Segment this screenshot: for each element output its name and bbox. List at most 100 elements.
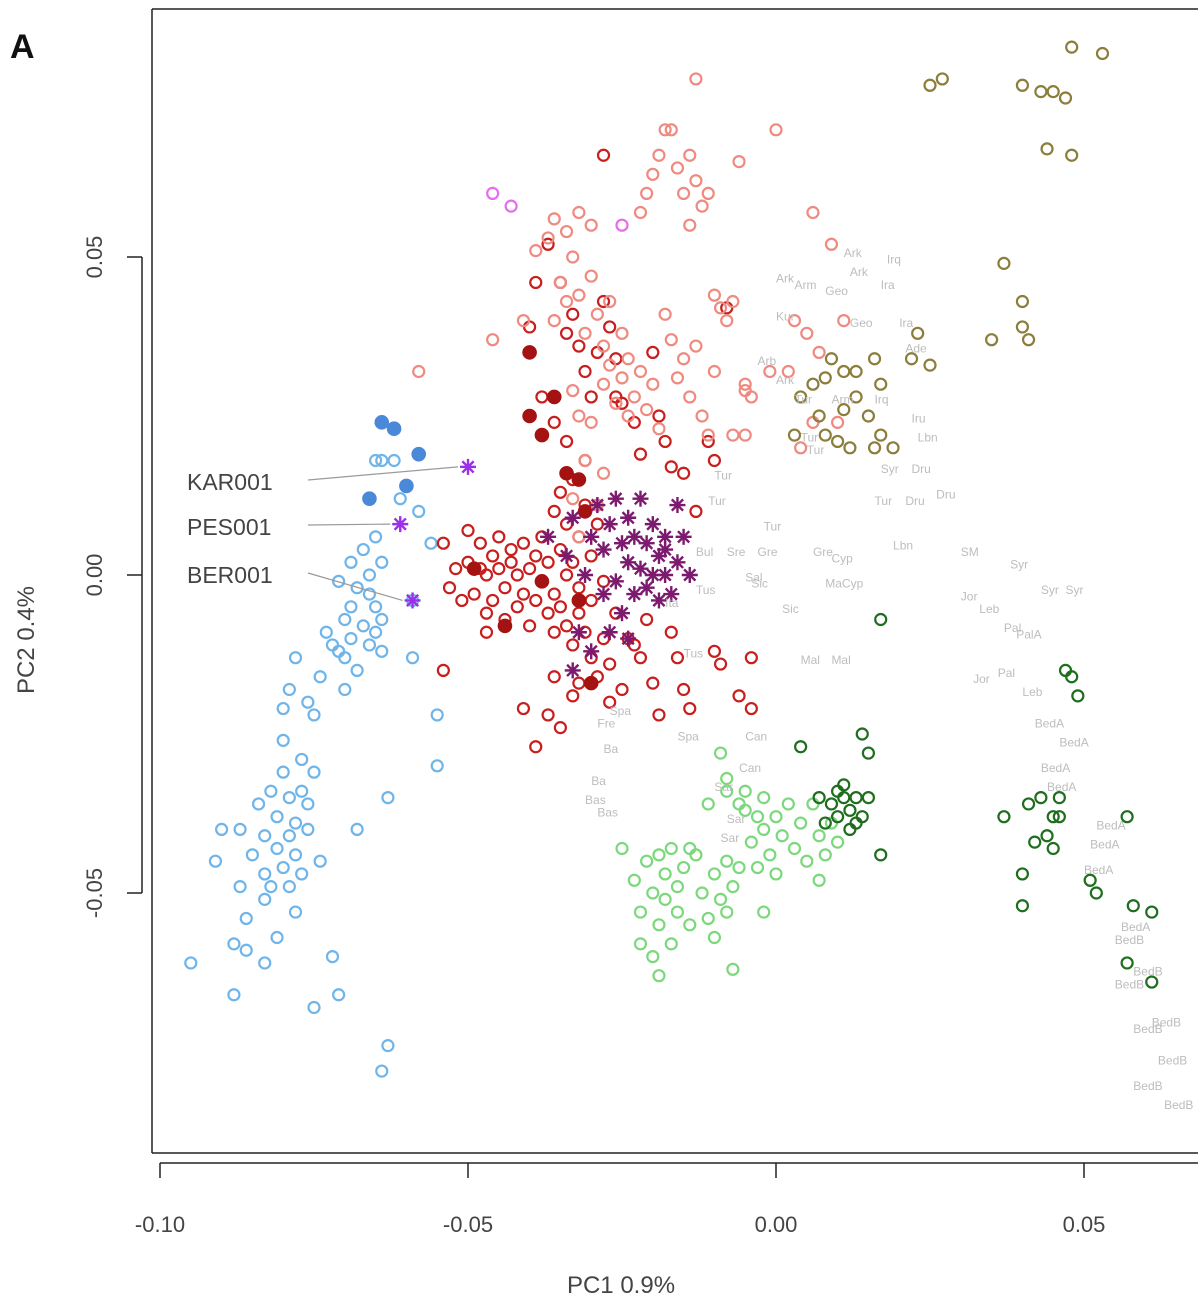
open-point	[633, 205, 648, 220]
open-point	[492, 530, 506, 544]
open-point	[633, 364, 648, 379]
open-point	[325, 949, 340, 964]
reference-population-label: BedA	[1059, 736, 1088, 750]
open-point	[732, 689, 746, 703]
open-point	[652, 918, 666, 932]
open-point	[640, 186, 654, 200]
open-point	[769, 867, 783, 881]
open-point	[559, 619, 574, 633]
open-point	[239, 911, 253, 926]
reference-population-label: Dru	[905, 494, 924, 508]
open-point	[664, 937, 678, 951]
open-point	[1095, 46, 1110, 61]
y-tick-label: -0.05	[82, 868, 107, 918]
open-point	[276, 860, 290, 875]
open-point	[510, 600, 524, 614]
open-point	[646, 949, 660, 964]
open-point	[584, 390, 598, 404]
open-point	[467, 587, 481, 601]
open-point	[350, 581, 364, 595]
open-point	[738, 784, 752, 798]
open-point	[787, 428, 802, 442]
open-point	[701, 797, 715, 811]
open-point	[424, 536, 438, 550]
reference-population-label: BedB	[1158, 1054, 1187, 1068]
open-point	[713, 892, 728, 906]
asterisk-point	[577, 567, 594, 583]
asterisk-point	[681, 567, 698, 583]
open-point	[541, 606, 555, 620]
open-point	[750, 860, 765, 875]
open-point	[566, 307, 580, 321]
open-point	[1015, 78, 1030, 92]
open-point	[874, 848, 888, 862]
open-point	[529, 593, 543, 608]
open-point	[239, 943, 253, 957]
filled-point	[571, 472, 587, 487]
asterisk-point	[601, 516, 618, 533]
highlighted-sample-point	[460, 458, 476, 475]
open-point	[664, 460, 678, 474]
open-point	[867, 441, 882, 455]
open-point	[270, 841, 284, 856]
open-point	[332, 574, 346, 588]
open-point	[676, 682, 691, 697]
open-point	[375, 555, 389, 569]
open-point	[670, 371, 685, 385]
open-point	[1065, 670, 1079, 684]
reference-population-label: Ita	[665, 596, 679, 610]
asterisk-point	[607, 490, 624, 507]
filled-point	[534, 427, 550, 443]
y-axis: -0.05 0.00 0.05	[82, 236, 143, 918]
open-point	[251, 797, 266, 811]
asterisk-point	[657, 567, 674, 583]
open-point	[307, 708, 321, 722]
filled-point	[577, 504, 593, 519]
open-point	[1034, 790, 1048, 805]
open-point	[578, 326, 592, 340]
open-point	[664, 123, 678, 137]
open-point	[541, 708, 555, 722]
open-point	[498, 581, 512, 595]
open-point	[726, 294, 740, 309]
open-point	[529, 740, 543, 754]
open-point	[362, 568, 377, 582]
asterisk-point	[644, 516, 661, 533]
open-point	[713, 657, 728, 671]
open-point	[763, 848, 777, 862]
filled-point	[522, 345, 537, 360]
open-point	[572, 339, 586, 353]
open-point	[282, 790, 296, 805]
open-point	[1028, 835, 1042, 849]
open-point	[652, 848, 666, 862]
open-point	[245, 848, 259, 862]
reference-population-label: Leb	[979, 602, 999, 616]
open-point	[559, 224, 574, 239]
open-point	[861, 790, 876, 805]
reference-population-label: BedA	[1090, 837, 1119, 851]
open-point	[1065, 148, 1079, 162]
reference-population-label: Tur	[708, 494, 726, 508]
open-point	[436, 663, 450, 678]
open-point	[849, 816, 863, 830]
open-point	[818, 371, 832, 385]
open-point	[701, 434, 715, 449]
open-point	[375, 644, 389, 658]
open-point	[350, 663, 364, 678]
reference-population-label: Syr	[1041, 583, 1059, 597]
open-point	[830, 810, 845, 824]
x-tick-label: -0.05	[443, 1212, 493, 1237]
reference-population-label: Pal	[1004, 621, 1021, 635]
open-point	[350, 822, 364, 837]
open-point	[874, 612, 888, 627]
asterisk-point	[669, 497, 686, 514]
open-point	[720, 854, 734, 868]
asterisk-point	[583, 528, 600, 545]
open-point	[547, 625, 561, 639]
reference-population-label: Sar	[721, 831, 740, 845]
open-point	[208, 854, 223, 868]
open-point	[695, 409, 709, 423]
open-point	[800, 854, 814, 868]
open-point	[886, 441, 900, 455]
y-tick-label: 0.00	[82, 554, 107, 597]
